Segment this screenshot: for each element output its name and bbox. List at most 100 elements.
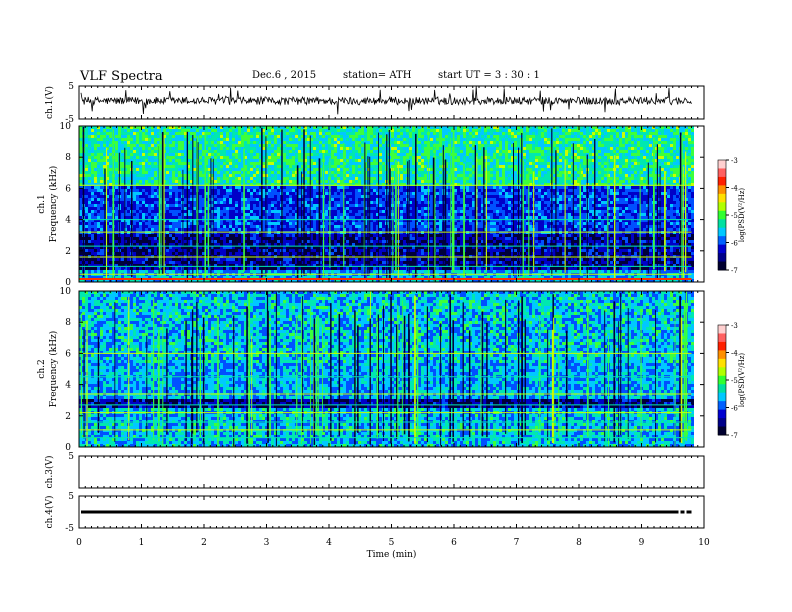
spectrogram-cell [430,186,433,190]
spectrogram-cell [595,192,598,196]
spectrogram-cell [466,141,469,145]
spectrogram-cell [505,135,508,139]
spectrogram-cell [88,150,91,154]
spectrogram-cell [262,186,265,190]
spectrogram-cell [217,129,220,133]
spectrogram-cell [448,153,451,157]
spectrogram-cell [307,171,310,175]
spectrogram-cell [541,150,544,154]
spectrogram-cell [691,192,694,196]
spectrogram-cell [364,156,367,160]
spectrogram-cell [604,141,607,145]
spectrogram-cell [616,126,619,130]
spectrogram-cell [631,189,634,193]
spectrogram-cell [607,168,610,172]
spectrogram-cell [406,132,409,136]
spectrogram-cell [166,162,169,166]
spectrogram-cell [658,171,661,175]
spectrogram-cell [172,165,175,169]
spectrogram-cell [523,156,526,160]
spectrogram-cell [589,138,592,142]
spectrogram-cell [646,129,649,133]
spectrogram-cell [502,189,505,193]
spectrogram-cell [220,135,223,139]
spectrogram-cell [220,180,223,184]
spectrogram-cell [265,189,268,193]
spectrogram-cell [316,168,319,172]
spectrogram-cell [316,174,319,178]
spectrogram-cell [508,183,511,187]
spectrogram-cell [655,174,658,178]
spectrogram-cell [379,153,382,157]
spectrogram-cell [514,186,517,190]
spectrogram-cell [283,156,286,160]
spectrogram-cell [580,156,583,160]
spectrogram-cell [343,147,346,151]
spectrogram-cell [676,156,679,160]
spectrogram-cell [475,132,478,136]
spectrogram-cell [262,174,265,178]
spectrogram-cell [598,132,601,136]
spectrogram-cell [379,168,382,172]
spectrogram-cell [655,159,658,163]
spectrogram-cell [289,150,292,154]
spectrogram-cell [94,183,97,187]
spectrogram-cell [124,147,127,151]
spectrogram-cell [244,138,247,142]
spectrogram-cell [496,180,499,184]
spectrogram-cell [616,186,619,190]
spectrogram-cell [229,174,232,178]
spectrogram-cell [298,141,301,145]
spectrogram-cell [148,156,151,160]
spectrogram-cell [502,141,505,145]
spectrogram-cell [499,159,502,163]
spectrogram-cell [361,144,364,148]
spectrogram-cell [445,141,448,145]
spectrogram-cell [304,153,307,157]
spectrogram-cell [373,183,376,187]
spectrogram-cell [121,186,124,190]
spectrogram-cell [202,183,205,187]
spectrogram-cell [238,132,241,136]
spectrogram-cell [151,165,154,169]
spectrogram-cell [181,165,184,169]
spectrogram-cell [598,141,601,145]
spectrogram-cell [655,138,658,142]
spectrogram-cell [619,180,622,184]
spectrogram-cell [637,147,640,151]
spectrogram-cell [628,162,631,166]
spectrogram-cell [169,153,172,157]
spectrogram-cell [460,192,463,196]
spectrogram-cell [526,126,529,130]
spectrogram-cell [313,132,316,136]
spectrogram-cell [223,186,226,190]
spectrogram-cell [619,177,622,181]
spectrogram-cell [430,180,433,184]
spectrogram-cell [478,138,481,142]
spectrogram-cell [271,165,274,169]
spectrogram-cell [226,153,229,157]
spectrogram-cell [91,141,94,145]
spectrogram-cell [640,162,643,166]
spectrogram-cell [355,159,358,163]
spectrogram-cell [442,141,445,145]
spectrogram-cell [175,141,178,145]
spectrogram-cell [253,144,256,148]
spectrogram-cell [283,141,286,145]
spectrogram-cell [514,192,517,196]
spectrogram-cell [397,129,400,133]
spectrogram-cell [346,135,349,139]
spectrogram-cell [268,174,271,178]
spectrogram-cell [544,159,547,163]
spectrogram-cell [403,192,406,196]
spectrogram-cell [208,147,211,151]
spectrogram-cell [85,141,88,145]
spectrogram-cell [94,150,97,154]
spectrogram-cell [298,168,301,172]
spectrogram-cell [622,150,625,154]
spectrogram-cell [580,183,583,187]
spectrogram-cell [685,180,688,184]
spectrogram-cell [664,129,667,133]
spectrogram-cell [136,126,139,130]
spectrogram-cell [553,156,556,160]
